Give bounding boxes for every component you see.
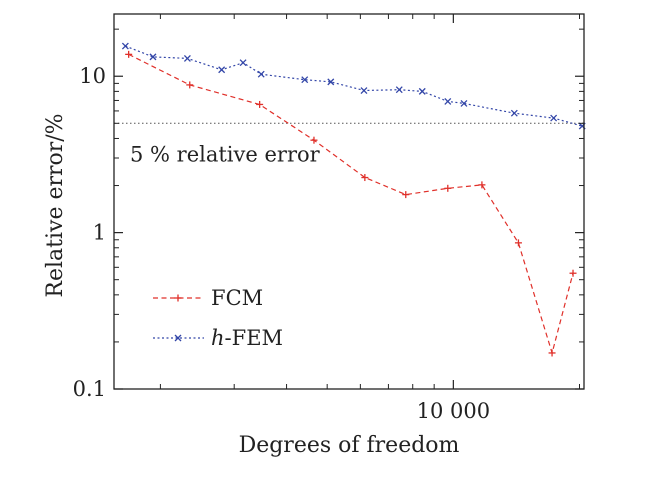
data-point-fcm (569, 269, 577, 277)
data-point-fcm (310, 136, 318, 144)
data-point-fcm (186, 81, 194, 89)
data-point-h-fem (183, 54, 191, 62)
data-point-h-fem (327, 78, 335, 86)
legend-label-h-fem-prefix: h (211, 326, 225, 350)
data-point-h-fem-b (121, 42, 129, 50)
legend-label-h-fem: h-FEM (211, 326, 283, 350)
y-tick-label: 10 (79, 64, 106, 88)
data-point-h-fem-b (460, 99, 468, 107)
data-point-h-fem-b (183, 54, 191, 62)
data-point-h-fem (510, 109, 518, 117)
data-point-fcm (125, 50, 133, 58)
data-point-h-fem (149, 53, 157, 61)
y-tick-label: 1 (93, 221, 106, 245)
data-point-h-fem-b (550, 114, 558, 122)
data-point-fcm (402, 191, 410, 199)
data-point-fcm (256, 100, 264, 108)
reference-line-label: 5 % relative error (130, 142, 321, 166)
data-point-fcm (478, 181, 486, 189)
ticks-layer: 0.1 1 10 10 000 (73, 14, 584, 423)
data-point-h-fem-b (444, 97, 452, 105)
legend-marker-h-fem (174, 334, 182, 342)
legend: FCM h-FEM (153, 286, 283, 350)
data-point-fcm (444, 184, 452, 192)
legend-entry-fcm: FCM (153, 286, 263, 310)
legend-label-h-fem-suffix: -FEM (225, 326, 284, 350)
data-point-h-fem (121, 42, 129, 50)
data-point-h-fem-b (360, 87, 368, 95)
series-line-fcm (128, 53, 574, 356)
legend-marker-fcm (174, 294, 182, 302)
y-axis-label: Relative error/% (43, 113, 68, 297)
data-point-h-fem (301, 76, 309, 84)
data-point-h-fem (257, 70, 265, 78)
legend-entry-h-fem: h-FEM (153, 326, 283, 350)
data-point-fcm (514, 239, 522, 247)
data-point-h-fem (218, 66, 226, 74)
data-point-h-fem-b (257, 70, 265, 78)
data-point-h-fem (418, 87, 426, 95)
data-point-h-fem (395, 86, 403, 94)
y-tick-label: 0.1 (73, 377, 106, 401)
plot-frame (113, 13, 585, 390)
data-point-fcm (361, 174, 369, 182)
data-point-h-fem-b (239, 59, 247, 67)
data-point-h-fem-b (149, 53, 157, 61)
data-point-h-fem-b (395, 86, 403, 94)
series-line-h-fem (125, 45, 583, 127)
data-point-h-fem-b (301, 76, 309, 84)
data-point-h-fem (550, 114, 558, 122)
data-point-h-fem (239, 59, 247, 67)
data-point-h-fem-b (510, 109, 518, 117)
data-point-h-fem-b (218, 66, 226, 74)
data-point-h-fem (444, 97, 452, 105)
data-point-fcm (548, 349, 556, 357)
data-point-h-fem (360, 87, 368, 95)
x-tick-label: 10 000 (417, 399, 490, 423)
series-layer (121, 42, 586, 357)
legend-label-fcm: FCM (211, 286, 263, 310)
data-point-h-fem (460, 99, 468, 107)
legend-marker-h-fem-b (174, 334, 182, 342)
data-point-h-fem-b (418, 87, 426, 95)
x-axis-label: Degrees of freedom (239, 433, 460, 458)
data-point-h-fem-b (327, 78, 335, 86)
